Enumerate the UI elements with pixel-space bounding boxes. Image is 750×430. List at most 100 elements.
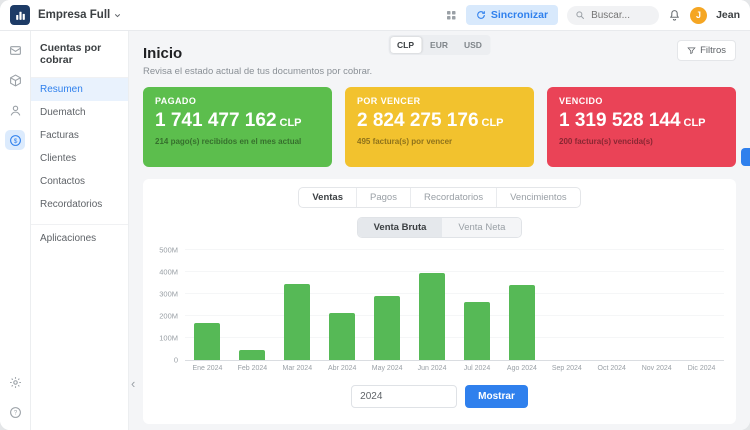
chart-bar-slot bbox=[679, 250, 724, 360]
year-input[interactable] bbox=[351, 385, 458, 408]
main-header: CLP EUR USD Filtros Inicio bbox=[143, 31, 736, 62]
stat-card[interactable]: PAGADO 1 741 477 162 CLP 214 pago(s) reci… bbox=[143, 87, 332, 167]
notifications-bell-icon[interactable] bbox=[668, 9, 681, 22]
section-tabs: Ventas Pagos Recordatorios Vencimientos bbox=[298, 187, 581, 208]
chart-bar[interactable] bbox=[284, 284, 311, 360]
chevron-down-icon bbox=[113, 11, 122, 20]
tab-ventas[interactable]: Ventas bbox=[299, 188, 358, 207]
stat-card[interactable]: VENCIDO 1 319 528 144 CLP 200 factura(s) … bbox=[547, 87, 736, 167]
chart-bar[interactable] bbox=[463, 302, 490, 360]
sidebar-item-contactos[interactable]: Contactos bbox=[40, 176, 86, 187]
chart-bar[interactable] bbox=[419, 272, 446, 360]
year-filter-row: Mostrar bbox=[155, 385, 724, 408]
x-tick-label: Oct 2024 bbox=[597, 365, 626, 372]
sidebar-item-resumen[interactable]: Resumen bbox=[31, 78, 128, 101]
sync-button[interactable]: Sincronizar bbox=[465, 5, 559, 25]
x-tick-label: Ago 2024 bbox=[506, 365, 537, 372]
chart-bar-slot bbox=[634, 250, 679, 360]
collapse-sidebar-icon[interactable]: ‹ bbox=[131, 376, 136, 391]
currency-eur[interactable]: EUR bbox=[430, 40, 448, 50]
sync-label: Sincronizar bbox=[490, 9, 549, 21]
sidebar-item-clientes[interactable]: Clientes bbox=[40, 153, 77, 164]
user-name[interactable]: Jean bbox=[716, 9, 740, 21]
chart-bar[interactable] bbox=[374, 296, 401, 360]
chat-widget-button[interactable] bbox=[741, 148, 750, 166]
chart-x-labels: Ene 2024 Feb 2024 Mar 2024 Abr 2024 May 2024… bbox=[185, 365, 724, 372]
x-tick-label: Ene 2024 bbox=[192, 365, 223, 372]
stat-card-title: PAGADO bbox=[155, 96, 197, 106]
stat-card-caption: 214 pago(s) recibidos en el mes actual bbox=[155, 137, 302, 146]
chart-bar[interactable] bbox=[508, 284, 535, 360]
chart-bar-slot bbox=[589, 250, 634, 360]
sidebar-item-facturas[interactable]: Facturas bbox=[40, 130, 79, 141]
chart-bar[interactable] bbox=[239, 349, 266, 360]
sidebar-item-recordatorios[interactable]: Recordatorios bbox=[40, 199, 103, 210]
subtab-venta-neta[interactable]: Venta Neta bbox=[442, 218, 522, 237]
main-content: CLP EUR USD Filtros Inicio Revisa el est… bbox=[129, 31, 750, 430]
help-icon[interactable]: ? bbox=[5, 402, 25, 422]
stat-card-amount: 1 319 528 144 CLP bbox=[559, 110, 706, 131]
search-box[interactable] bbox=[567, 5, 660, 25]
subtab-venta-bruta[interactable]: Venta Bruta bbox=[357, 218, 443, 237]
receivables-icon[interactable]: $ bbox=[5, 130, 25, 150]
chart-bar-slot bbox=[544, 250, 589, 360]
clients-icon[interactable] bbox=[5, 100, 25, 120]
stat-card-amount: 1 741 477 162 CLP bbox=[155, 110, 302, 131]
x-tick-label: Mar 2024 bbox=[282, 365, 313, 372]
topbar: Empresa Full Sincronizar J Jean bbox=[0, 0, 750, 31]
y-tick-label: 500M bbox=[159, 245, 178, 255]
company-selector[interactable]: Empresa Full bbox=[38, 9, 122, 21]
x-tick-label: Jul 2024 bbox=[463, 365, 491, 372]
app-logo-icon[interactable] bbox=[10, 5, 30, 25]
currency-toggle: CLP EUR USD bbox=[388, 35, 491, 55]
x-tick-label: Nov 2024 bbox=[641, 365, 672, 372]
sidebar: Cuentas por cobrar Resumen Duematch Fact… bbox=[31, 31, 129, 430]
chart-bar-slot bbox=[275, 250, 320, 360]
svg-text:$: $ bbox=[13, 137, 17, 144]
avatar[interactable]: J bbox=[690, 6, 708, 24]
refresh-icon bbox=[476, 10, 486, 20]
chart-bar-slot bbox=[499, 250, 544, 360]
x-tick-label: Abr 2024 bbox=[328, 365, 357, 372]
tab-vencimientos[interactable]: Vencimientos bbox=[510, 192, 567, 203]
y-tick-label: 400M bbox=[159, 267, 178, 277]
currency-clp[interactable]: CLP bbox=[390, 37, 422, 53]
search-input[interactable] bbox=[589, 8, 652, 22]
filters-button[interactable]: Filtros bbox=[677, 40, 736, 61]
chart-panel: Ventas Pagos Recordatorios Vencimientos … bbox=[143, 179, 736, 424]
gridline bbox=[185, 271, 724, 272]
sidebar-title: Cuentas por cobrar bbox=[31, 31, 128, 78]
show-button[interactable]: Mostrar bbox=[465, 385, 528, 408]
stat-card-title: VENCIDO bbox=[559, 96, 603, 106]
chart-bar-slot bbox=[455, 250, 500, 360]
tab-recordatorios[interactable]: Recordatorios bbox=[411, 188, 498, 207]
inventory-box-icon[interactable] bbox=[5, 70, 25, 90]
tab-pagos[interactable]: Pagos bbox=[357, 188, 411, 207]
chart-bar[interactable] bbox=[194, 323, 221, 360]
stat-cards: PAGADO 1 741 477 162 CLP 214 pago(s) reci… bbox=[143, 87, 736, 167]
chart-bar-slot bbox=[320, 250, 365, 360]
stat-card-currency: CLP bbox=[683, 117, 706, 129]
sidebar-item-aplicaciones[interactable]: Aplicaciones bbox=[40, 233, 97, 244]
stat-card-currency: CLP bbox=[481, 117, 504, 129]
x-tick-label: Feb 2024 bbox=[237, 365, 268, 372]
y-tick-label: 100M bbox=[159, 333, 178, 343]
chart-plot bbox=[185, 249, 724, 361]
documents-icon[interactable] bbox=[5, 40, 25, 60]
apps-icon[interactable] bbox=[445, 9, 457, 21]
topbar-right: Sincronizar J Jean bbox=[445, 5, 740, 25]
currency-usd[interactable]: USD bbox=[464, 40, 482, 50]
settings-gear-icon[interactable] bbox=[5, 372, 25, 392]
chart-bar[interactable] bbox=[329, 313, 356, 360]
svg-text:?: ? bbox=[13, 410, 17, 416]
stat-card[interactable]: POR VENCER 2 824 275 176 CLP 495 factura(… bbox=[345, 87, 534, 167]
gridline bbox=[185, 315, 724, 316]
x-tick-label: Sep 2024 bbox=[551, 365, 582, 372]
chart-bar-slot bbox=[410, 250, 455, 360]
company-name: Empresa Full bbox=[38, 9, 111, 21]
app-body: $ ? Cuentas por cobrar Resumen Duematch … bbox=[0, 31, 750, 430]
gridline bbox=[185, 249, 724, 250]
sidebar-item-duematch[interactable]: Duematch bbox=[40, 107, 86, 118]
stat-card-caption: 495 factura(s) por vencer bbox=[357, 137, 453, 146]
